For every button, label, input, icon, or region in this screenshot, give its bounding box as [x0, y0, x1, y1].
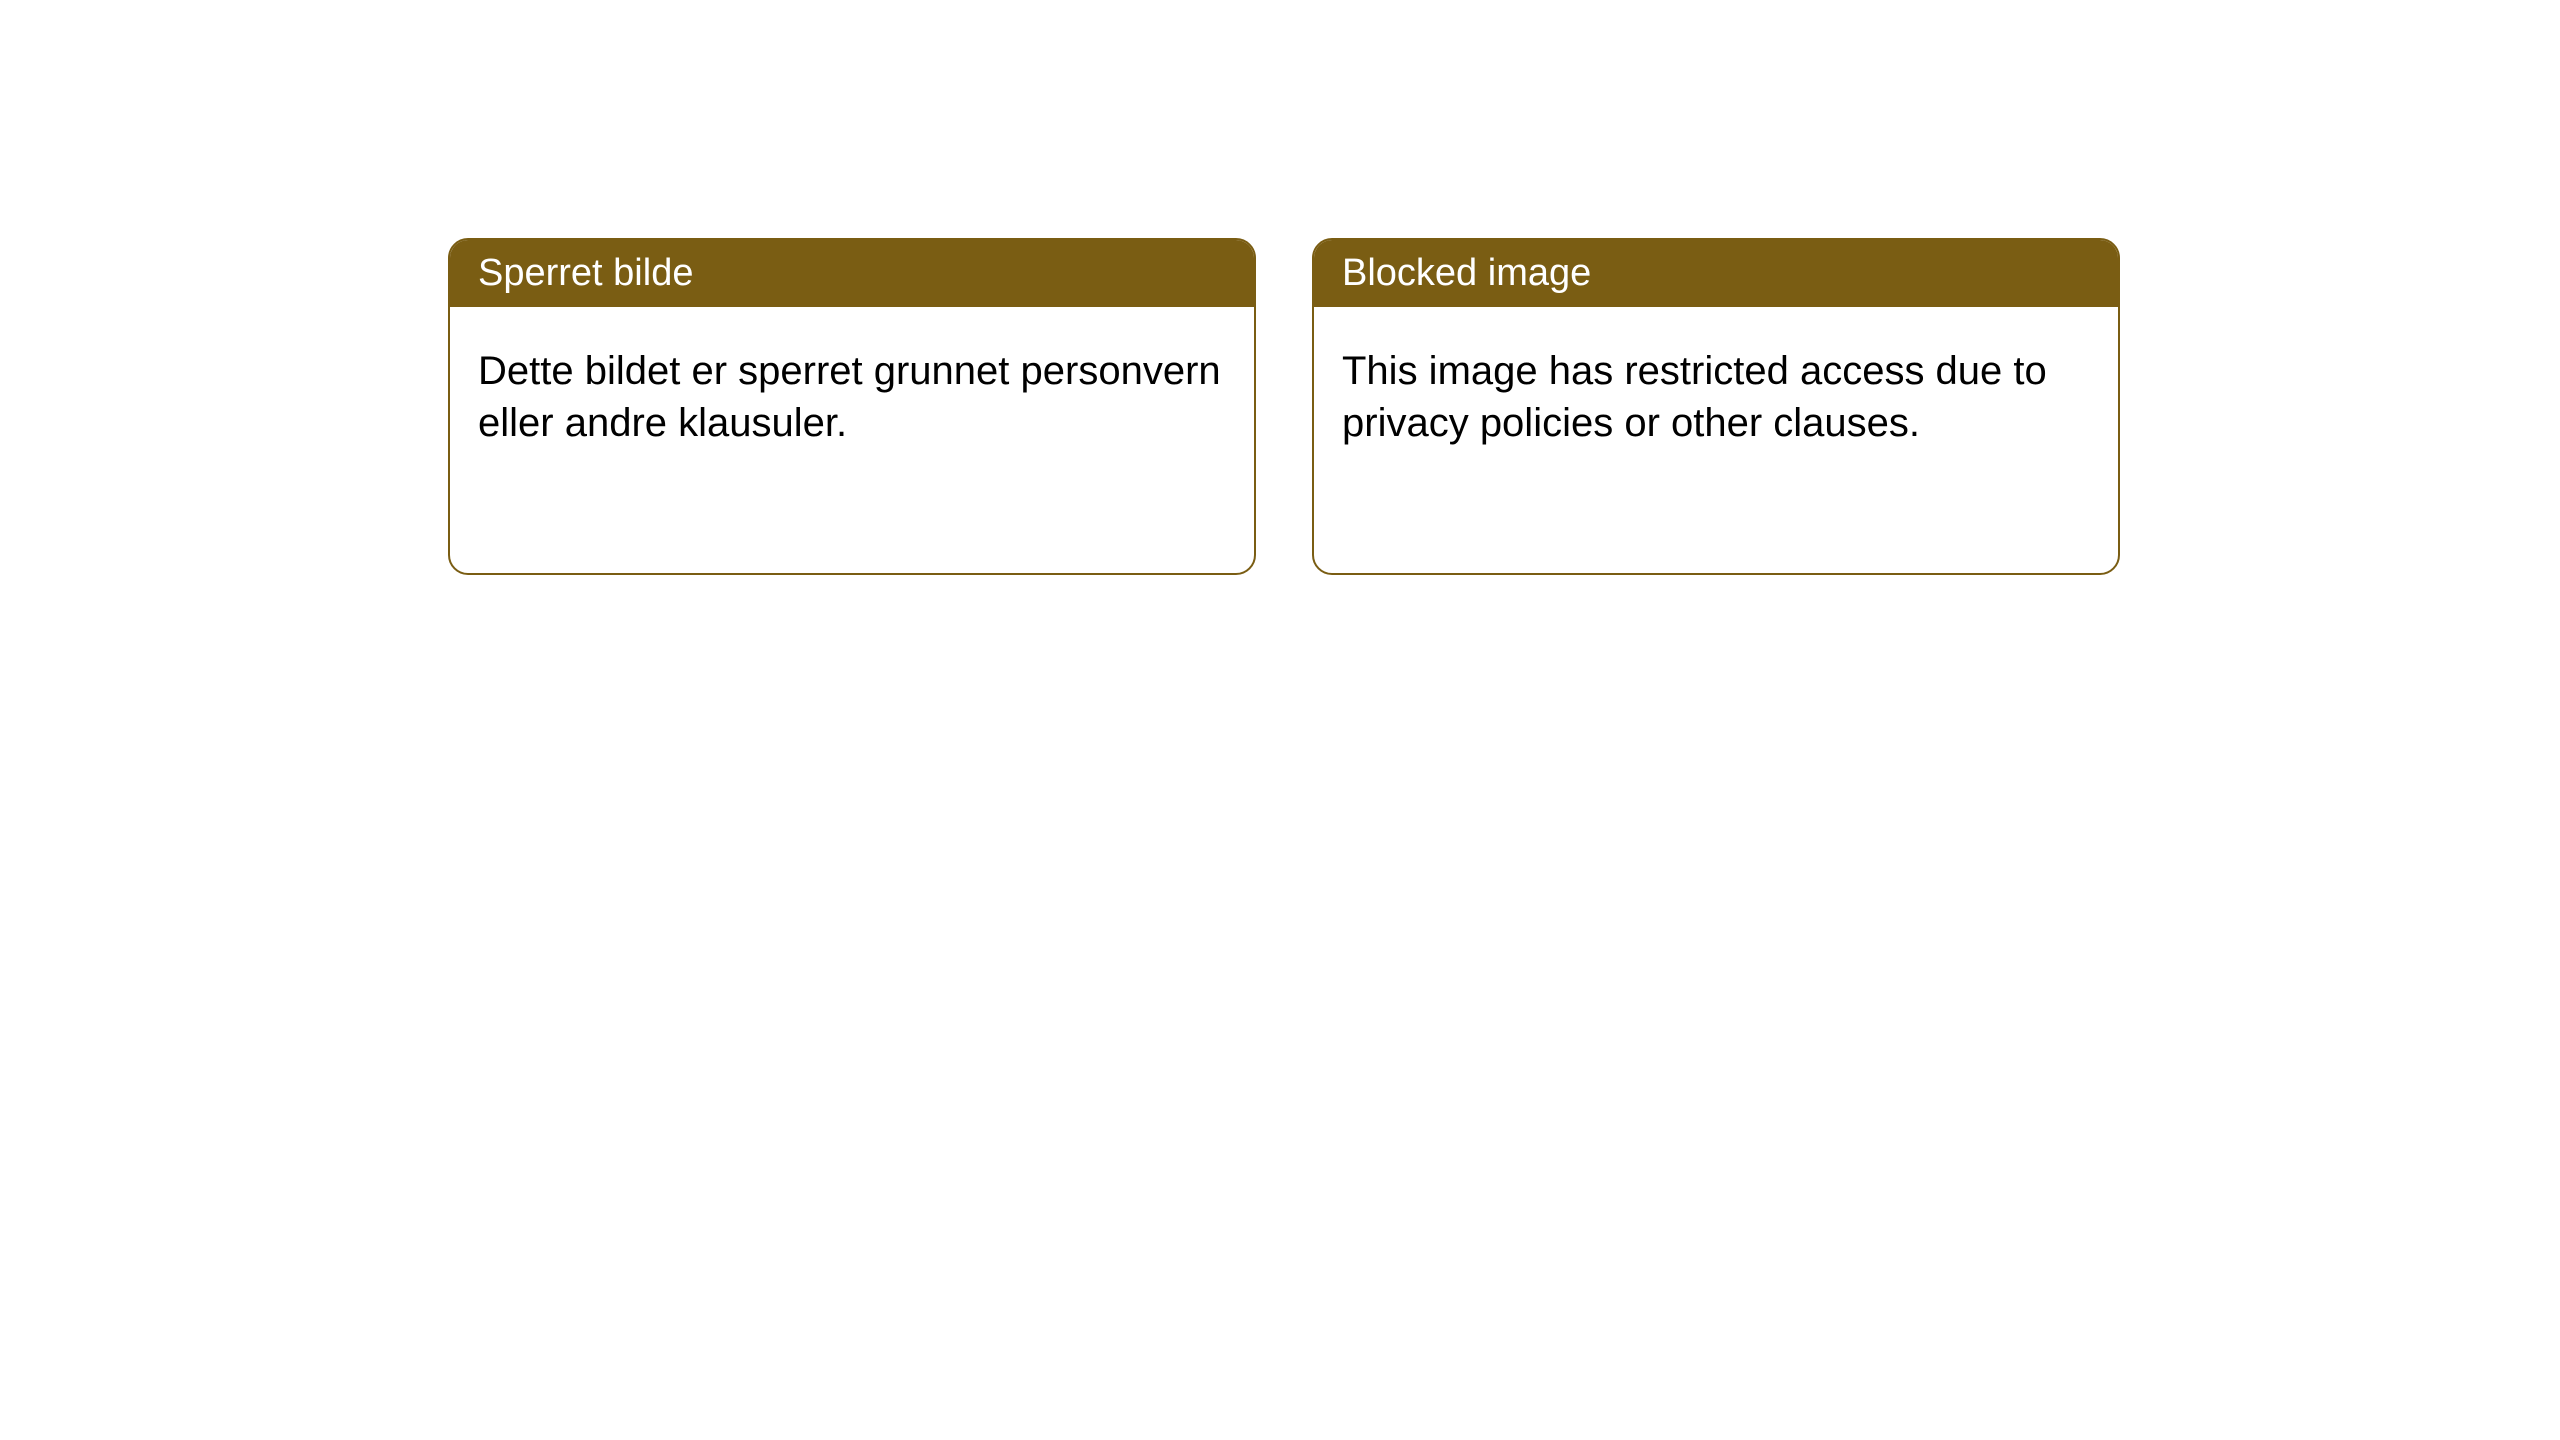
notice-container: Sperret bilde Dette bildet er sperret gr… [0, 0, 2560, 575]
notice-card-body: This image has restricted access due to … [1314, 307, 2118, 487]
notice-card-title: Sperret bilde [450, 240, 1254, 307]
notice-card-title: Blocked image [1314, 240, 2118, 307]
notice-card-body: Dette bildet er sperret grunnet personve… [450, 307, 1254, 487]
notice-card-english: Blocked image This image has restricted … [1312, 238, 2120, 575]
notice-card-norwegian: Sperret bilde Dette bildet er sperret gr… [448, 238, 1256, 575]
